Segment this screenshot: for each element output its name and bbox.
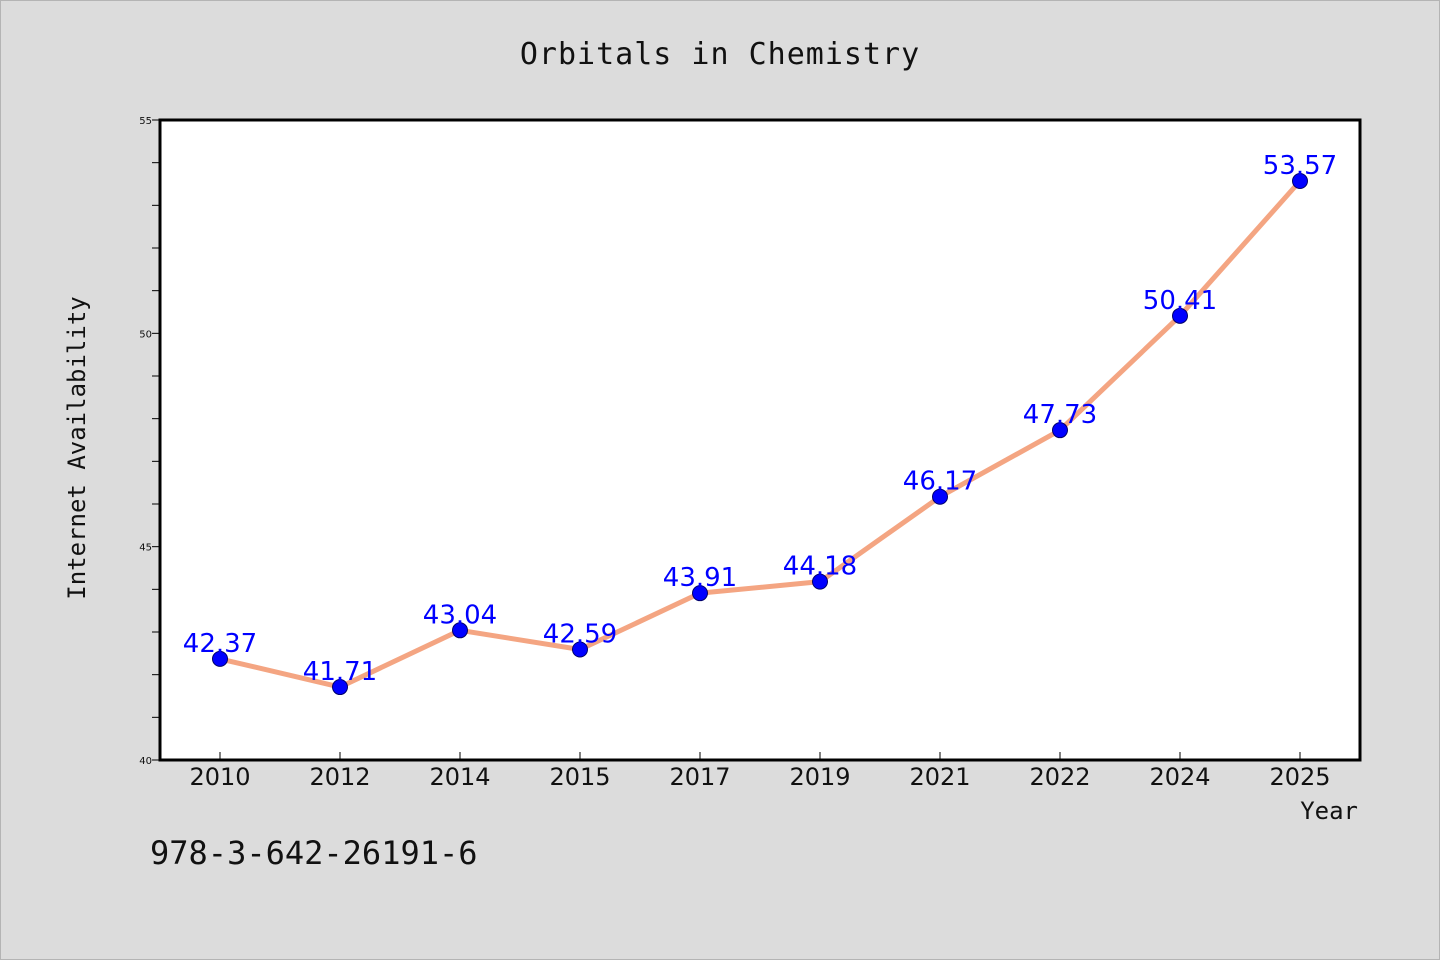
data-point [812, 573, 828, 590]
x-tick-label: 2012 [309, 763, 370, 791]
data-point [332, 679, 348, 696]
data-label: 50.41 [1143, 286, 1217, 316]
y-axis: 40 45 50 55 [139, 116, 160, 767]
data-point [572, 641, 588, 658]
y-tick-label: 55 [139, 116, 152, 127]
x-tick-label: 2022 [1029, 763, 1090, 791]
x-tick-label: 2015 [549, 763, 610, 791]
data-label: 41.71 [303, 657, 377, 687]
y-axis-title: Internet Availability [63, 296, 91, 599]
data-label: 42.37 [183, 629, 257, 659]
data-point [212, 650, 228, 667]
isbn-footer: 978-3-642-26191-6 [150, 834, 478, 872]
data-point [452, 622, 468, 639]
data-point [1172, 307, 1188, 324]
data-point [932, 488, 948, 505]
data-point [692, 585, 708, 602]
data-label: 44.18 [783, 552, 857, 582]
x-tick-label: 2021 [909, 763, 970, 791]
series-line [217, 178, 1303, 690]
data-point [1052, 422, 1068, 439]
x-axis-title: Year [1300, 797, 1358, 825]
data-label: 47.73 [1023, 400, 1097, 430]
plot-area [158, 118, 1362, 762]
x-tick-label: 2019 [789, 763, 850, 791]
y-tick-label: 45 [139, 543, 152, 554]
data-label: 53.57 [1263, 151, 1337, 181]
chart-title: Orbitals in Chemistry [520, 37, 920, 72]
x-axis: 2010 2012 2014 2015 2017 2019 2021 2022 2024 2025 [189, 752, 1331, 791]
data-label: 42.59 [543, 619, 617, 649]
x-tick-label: 2017 [669, 763, 730, 791]
y-tick-label: 50 [139, 329, 152, 340]
series-markers [212, 173, 1308, 696]
data-label: 46.17 [903, 467, 977, 497]
x-tick-label: 2010 [189, 763, 250, 791]
data-point [1292, 173, 1308, 190]
x-tick-label: 2024 [1149, 763, 1210, 791]
data-label: 43.04 [423, 600, 497, 630]
x-tick-label: 2014 [429, 763, 490, 791]
data-label: 43.91 [663, 563, 737, 593]
x-tick-label: 2025 [1269, 763, 1330, 791]
data-labels: 42.37 41.71 43.04 42.59 43.91 44.18 46.17 47.73… [183, 151, 1337, 687]
y-tick-label: 40 [139, 756, 152, 767]
